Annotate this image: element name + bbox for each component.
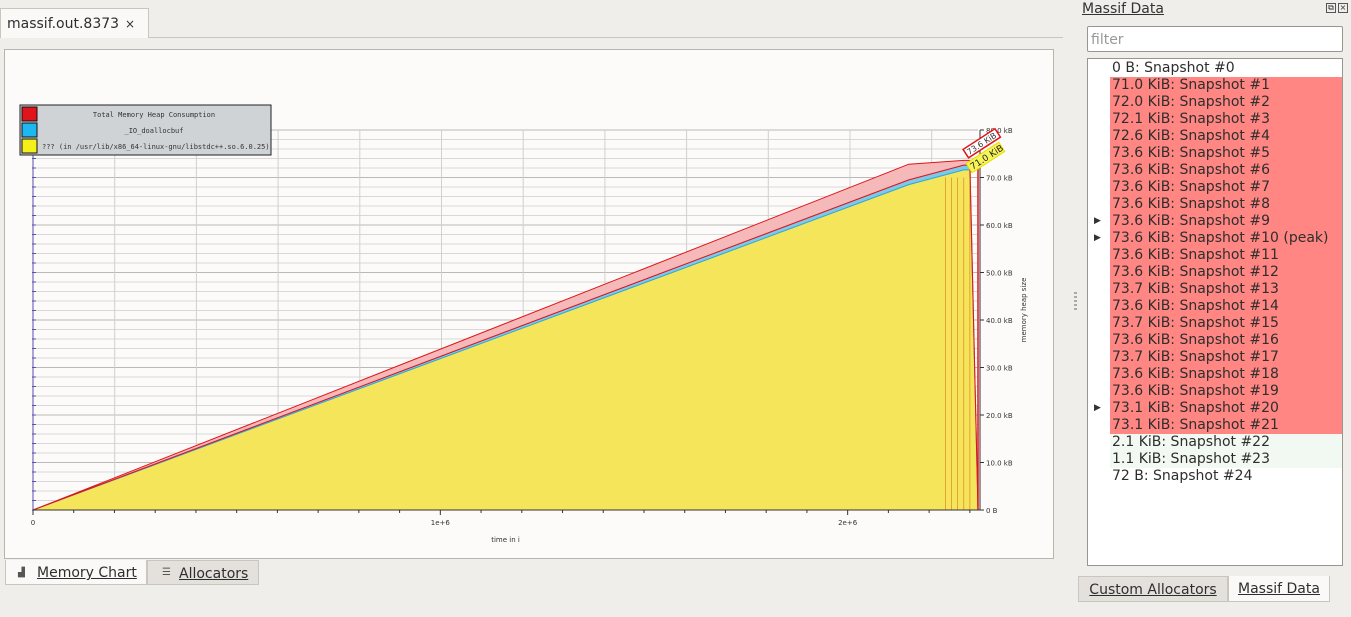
- snapshot-row[interactable]: 71.0 KiB: Snapshot #1: [1110, 77, 1342, 94]
- snapshot-row[interactable]: 73.6 KiB: Snapshot #18: [1110, 366, 1342, 383]
- snapshot-row[interactable]: 0 B: Snapshot #0: [1112, 60, 1235, 76]
- tab-memory-chart-label: Memory Chart: [37, 565, 137, 581]
- y-tick-label: 50.0 kB: [986, 270, 1013, 278]
- snapshot-row[interactable]: 73.6 KiB: Snapshot #10 (peak): [1110, 230, 1342, 247]
- legend-label: Total Memory Heap Consumption: [93, 111, 215, 119]
- snapshot-row[interactable]: 72.1 KiB: Snapshot #3: [1110, 111, 1342, 128]
- snapshot-row[interactable]: 73.7 KiB: Snapshot #13: [1110, 281, 1342, 298]
- float-dock-icon[interactable]: ⧉: [1326, 3, 1336, 13]
- x-tick-label: 2e+6: [838, 519, 858, 527]
- filter-input[interactable]: [1087, 26, 1343, 52]
- y-tick-label: 80.0 kB: [986, 127, 1013, 135]
- snapshot-row[interactable]: 72.0 KiB: Snapshot #2: [1110, 94, 1342, 111]
- tab-custom-allocators[interactable]: Custom Allocators: [1078, 576, 1228, 602]
- snapshot-row[interactable]: 73.6 KiB: Snapshot #6: [1110, 162, 1342, 179]
- legend-swatch: [21, 106, 38, 122]
- snapshot-row[interactable]: 73.6 KiB: Snapshot #7: [1110, 179, 1342, 196]
- snapshot-row[interactable]: 73.1 KiB: Snapshot #21: [1110, 417, 1342, 434]
- expand-arrow-icon[interactable]: ▶: [1094, 403, 1101, 413]
- memory-chart: 0 1e+6 2e+6 time in i 0 B 10.0 kB 20.0 kB 30.0 …: [5, 50, 1053, 558]
- x-tick-label: 1e+6: [431, 519, 451, 527]
- snapshot-row[interactable]: 73.6 KiB: Snapshot #14: [1110, 298, 1342, 315]
- snapshot-row[interactable]: 1.1 KiB: Snapshot #23: [1110, 451, 1342, 468]
- y-tick-label: 0 B: [986, 507, 998, 515]
- snapshot-row[interactable]: 73.6 KiB: Snapshot #12: [1110, 264, 1342, 281]
- splitter-handle[interactable]: [1074, 292, 1077, 310]
- dock-title: Massif Data: [1082, 1, 1164, 17]
- heap-annotation-box: [965, 141, 1006, 174]
- x-tick-label: 0: [31, 519, 35, 527]
- legend-swatch: [21, 138, 38, 154]
- tab-bar-divider: [149, 37, 1063, 38]
- snapshot-row[interactable]: 73.6 KiB: Snapshot #9: [1110, 213, 1342, 230]
- tab-massif-data-label: Massif Data: [1238, 581, 1320, 597]
- legend-label: _IO_doallocbuf: [124, 127, 183, 135]
- snapshot-row[interactable]: 73.6 KiB: Snapshot #11: [1110, 247, 1342, 264]
- tab-allocators[interactable]: ☰ Allocators: [147, 560, 259, 585]
- legend-swatch: [21, 122, 38, 138]
- snapshot-row[interactable]: 73.1 KiB: Snapshot #20: [1110, 400, 1342, 417]
- document-tab[interactable]: massif.out.8373 ×: [0, 8, 149, 38]
- snapshot-row[interactable]: 73.7 KiB: Snapshot #17: [1110, 349, 1342, 366]
- memory-chart-panel: Memory consumption of ./Q1 Peak of 73.6 …: [4, 49, 1054, 559]
- y-tick-label: 20.0 kB: [986, 412, 1013, 420]
- chart-legend[interactable]: Total Memory Heap Consumption _IO_doalloc…: [19, 104, 272, 156]
- snapshot-row[interactable]: 72.6 KiB: Snapshot #4: [1110, 128, 1342, 145]
- document-tab-label: massif.out.8373: [7, 16, 120, 32]
- tab-allocators-label: Allocators: [179, 566, 249, 582]
- y-tick-label: 10.0 kB: [986, 460, 1013, 468]
- snapshot-row[interactable]: 73.6 KiB: Snapshot #8: [1110, 196, 1342, 213]
- tab-massif-data[interactable]: Massif Data: [1228, 576, 1330, 602]
- peak-annotation-box: [962, 127, 1002, 159]
- snapshot-row[interactable]: 73.6 KiB: Snapshot #16: [1110, 332, 1342, 349]
- close-tab-icon[interactable]: ×: [125, 17, 136, 31]
- y-axis-label: memory heap size: [1020, 278, 1028, 343]
- snapshot-row[interactable]: 73.7 KiB: Snapshot #15: [1110, 315, 1342, 332]
- snapshot-tree[interactable]: 0 B: Snapshot #0 71.0 KiB: Snapshot #1 72.…: [1087, 58, 1343, 566]
- close-dock-icon[interactable]: ×: [1338, 3, 1348, 13]
- y-tick-label: 60.0 kB: [986, 222, 1013, 230]
- legend-label: ??? (in /usr/lib/x86_64-linux-gnu/libstd…: [42, 143, 270, 151]
- y-tick-label: 30.0 kB: [986, 365, 1013, 373]
- chart-icon: ▟: [18, 568, 25, 578]
- snapshot-row[interactable]: 73.6 KiB: Snapshot #5: [1110, 145, 1342, 162]
- tab-custom-allocators-label: Custom Allocators: [1089, 582, 1217, 598]
- tab-memory-chart[interactable]: ▟ Memory Chart: [5, 560, 147, 585]
- snapshot-row[interactable]: 73.6 KiB: Snapshot #19: [1110, 383, 1342, 400]
- y-tick-label: 70.0 kB: [986, 175, 1013, 183]
- x-axis-label: time in i: [491, 536, 520, 544]
- chart-axes: 0 1e+6 2e+6 time in i 0 B 10.0 kB 20.0 kB 30.0 …: [31, 127, 1028, 544]
- y-tick-label: 40.0 kB: [986, 317, 1013, 325]
- expand-arrow-icon[interactable]: ▶: [1094, 233, 1101, 243]
- list-icon: ☰: [162, 567, 171, 578]
- snapshot-row[interactable]: 2.1 KiB: Snapshot #22: [1110, 434, 1342, 451]
- legend-box: [19, 104, 272, 156]
- expand-arrow-icon[interactable]: ▶: [1094, 216, 1101, 226]
- snapshot-row[interactable]: 72 B: Snapshot #24: [1112, 468, 1253, 484]
